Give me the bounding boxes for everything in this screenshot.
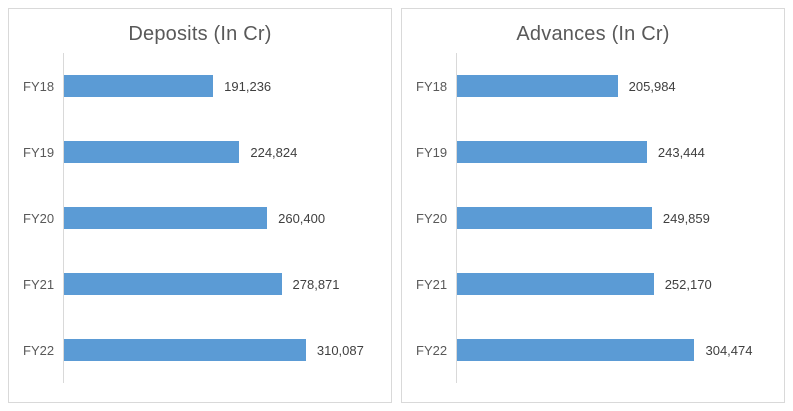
data-label: 224,824 — [250, 144, 298, 160]
category-label: FY20 — [23, 210, 55, 226]
data-label: 252,170 — [664, 276, 712, 292]
data-bar-fy19[interactable] — [64, 141, 240, 163]
data-label: 304,474 — [705, 342, 753, 358]
data-bar-fy21[interactable] — [457, 273, 654, 295]
plot-track: 252,170 — [456, 251, 768, 317]
plot-track: 249,859 — [456, 185, 768, 251]
bar-row-fy21: FY21 252,170 — [416, 251, 768, 317]
data-bar-fy21[interactable] — [64, 273, 282, 295]
data-bar-fy19[interactable] — [457, 141, 647, 163]
data-bar-fy22[interactable] — [64, 339, 306, 361]
data-bar-fy20[interactable] — [457, 207, 652, 229]
data-bar-fy18[interactable] — [457, 75, 618, 97]
advances-plot-area: FY18 205,984 FY19 243,444 FY20 249,859 FY21 252… — [416, 53, 768, 383]
plot-track: 243,444 — [456, 119, 768, 185]
data-label: 205,984 — [628, 78, 676, 94]
data-bar-fy20[interactable] — [64, 207, 268, 229]
bar-row-fy20: FY20 260,400 — [23, 185, 375, 251]
data-bar-fy18[interactable] — [64, 75, 214, 97]
data-label: 243,444 — [657, 144, 705, 160]
category-label: FY21 — [416, 276, 448, 292]
data-label: 191,236 — [224, 78, 272, 94]
plot-track: 310,087 — [63, 317, 375, 383]
plot-track: 278,871 — [63, 251, 375, 317]
bar-row-fy18: FY18 191,236 — [23, 53, 375, 119]
category-label: FY22 — [23, 342, 55, 358]
bar-row-fy20: FY20 249,859 — [416, 185, 768, 251]
data-label: 249,859 — [662, 210, 710, 226]
bar-row-fy18: FY18 205,984 — [416, 53, 768, 119]
advances-chart-card[interactable]: Advances (In Cr) FY18 205,984 FY19 243,444 F… — [401, 8, 785, 403]
data-label: 278,871 — [292, 276, 340, 292]
bar-row-fy22: FY22 310,087 — [23, 317, 375, 383]
plot-track: 224,824 — [63, 119, 375, 185]
bar-row-fy19: FY19 243,444 — [416, 119, 768, 185]
deposits-plot-area: FY18 191,236 FY19 224,824 FY20 260,400 FY21 278… — [23, 53, 375, 383]
category-label: FY18 — [23, 78, 55, 94]
data-label: 260,400 — [278, 210, 326, 226]
category-label: FY19 — [23, 144, 55, 160]
bar-row-fy22: FY22 304,474 — [416, 317, 768, 383]
category-label: FY18 — [416, 78, 448, 94]
plot-track: 304,474 — [456, 317, 768, 383]
plot-track: 205,984 — [456, 53, 768, 119]
plot-track: 260,400 — [63, 185, 375, 251]
category-label: FY22 — [416, 342, 448, 358]
data-bar-fy22[interactable] — [457, 339, 695, 361]
plot-track: 191,236 — [63, 53, 375, 119]
category-label: FY21 — [23, 276, 55, 292]
deposits-chart-title: Deposits (In Cr) — [128, 23, 272, 45]
category-label: FY19 — [416, 144, 448, 160]
data-label: 310,087 — [316, 342, 364, 358]
deposits-chart-card[interactable]: Deposits (In Cr) FY18 191,236 FY19 224,824 F… — [8, 8, 392, 403]
bar-row-fy19: FY19 224,824 — [23, 119, 375, 185]
bar-row-fy21: FY21 278,871 — [23, 251, 375, 317]
advances-chart-title: Advances (In Cr) — [516, 23, 670, 45]
category-label: FY20 — [416, 210, 448, 226]
